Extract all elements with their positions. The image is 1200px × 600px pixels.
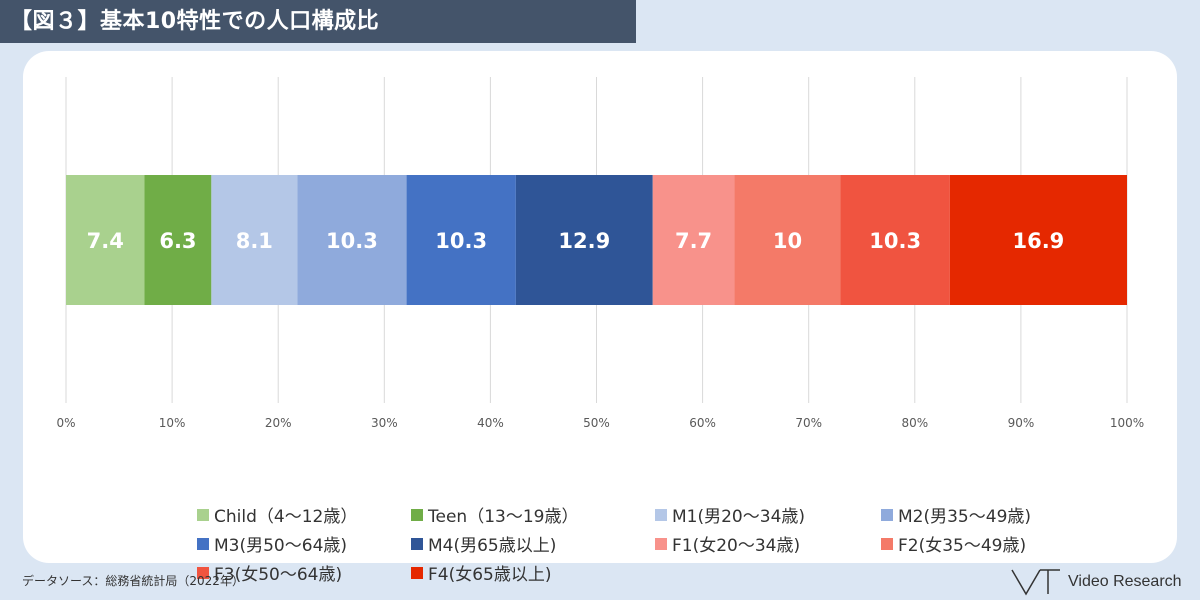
bar-segment-1	[66, 175, 145, 305]
legend-swatch	[881, 508, 893, 521]
x-tick-label: 60%	[689, 416, 716, 430]
legend-swatch	[197, 537, 209, 550]
legend-label: M3(男50〜64歳)	[214, 536, 348, 556]
bar-segment-3	[211, 175, 298, 305]
legend-swatch	[411, 508, 423, 521]
data-label: 8.1	[236, 229, 273, 253]
x-tick-label: 80%	[901, 416, 928, 430]
data-label: 12.9	[558, 229, 610, 253]
legend-swatch	[197, 508, 209, 521]
bar-segment-9	[840, 175, 950, 305]
data-label: 10.3	[326, 229, 378, 253]
legend-item: M3(男50〜64歳)	[197, 531, 347, 556]
brand-logo: Video Research	[1010, 566, 1182, 598]
data-label: 7.7	[675, 229, 712, 253]
data-label: 6.3	[159, 229, 196, 253]
data-label: 16.9	[1012, 229, 1064, 253]
x-tick-label: 30%	[371, 416, 398, 430]
data-label: 10.3	[869, 229, 921, 253]
x-tick-label: 70%	[795, 416, 822, 430]
legend-item: Teen（13〜19歳）	[411, 502, 578, 527]
x-tick-label: 0%	[56, 416, 75, 430]
legend-label: F1(女20〜34歳)	[672, 536, 801, 556]
x-tick-label: 100%	[1110, 416, 1144, 430]
data-label: 10.3	[435, 229, 487, 253]
bar-segment-7	[652, 175, 735, 305]
legend-item: F2(女35〜49歳)	[881, 531, 1026, 556]
bar-segment-6	[515, 175, 653, 305]
x-tick-label: 90%	[1008, 416, 1035, 430]
legend-label: F4(女65歳以上)	[428, 565, 552, 585]
x-tick-label: 10%	[159, 416, 186, 430]
logo-text: Video Research	[1068, 573, 1182, 590]
x-tick-label: 50%	[583, 416, 610, 430]
legend-label: Child（4〜12歳）	[214, 507, 358, 527]
bar-segment-5	[406, 175, 516, 305]
legend-swatch	[411, 537, 423, 550]
video-research-logo-icon	[1011, 569, 1060, 596]
legend-swatch	[881, 537, 893, 550]
bar-segment-2	[144, 175, 212, 305]
x-tick-label: 20%	[265, 416, 292, 430]
stacked-bar-chart: 7.4 6.3 8.1 10.3 10.3 12.9 7.7 10 10.3 16.9 0% 10%…	[56, 77, 1144, 430]
data-source-note: データソース：総務省統計局（2022年）	[22, 574, 244, 588]
legend-label: M2(男35〜49歳)	[898, 507, 1032, 527]
legend-swatch	[411, 566, 423, 579]
chart-card: 7.4 6.3 8.1 10.3 10.3 12.9 7.7 10 10.3 16.9 0% 10%…	[23, 51, 1177, 585]
legend-item: F4(女65歳以上)	[411, 560, 552, 585]
data-label: 10	[773, 229, 802, 253]
legend-swatch	[655, 508, 667, 521]
legend-item: M4(男65歳以上)	[411, 531, 556, 556]
legend-label: M4(男65歳以上)	[428, 536, 557, 556]
legend-label: Teen（13〜19歳）	[428, 507, 579, 527]
legend-label: M1(男20〜34歳)	[672, 507, 806, 527]
legend-label: F2(女35〜49歳)	[898, 536, 1027, 556]
legend-item: M1(男20〜34歳)	[655, 502, 805, 527]
legend-item: F3(女50〜64歳)	[197, 560, 342, 585]
x-tick-label: 40%	[477, 416, 504, 430]
data-label: 7.4	[87, 229, 124, 253]
legend-item: M2(男35〜49歳)	[881, 502, 1031, 527]
legend-label: F3(女50〜64歳)	[214, 565, 343, 585]
bar-segment-8	[734, 175, 841, 305]
legend-item: F1(女20〜34歳)	[655, 531, 800, 556]
legend-swatch	[197, 566, 209, 579]
bar-segment-4	[297, 175, 407, 305]
page-title: 【図３】基本10特性での人口構成比	[0, 0, 636, 43]
bar-segment-10	[949, 175, 1127, 305]
legend-item: Child（4〜12歳）	[197, 502, 357, 527]
legend-swatch	[655, 537, 667, 550]
